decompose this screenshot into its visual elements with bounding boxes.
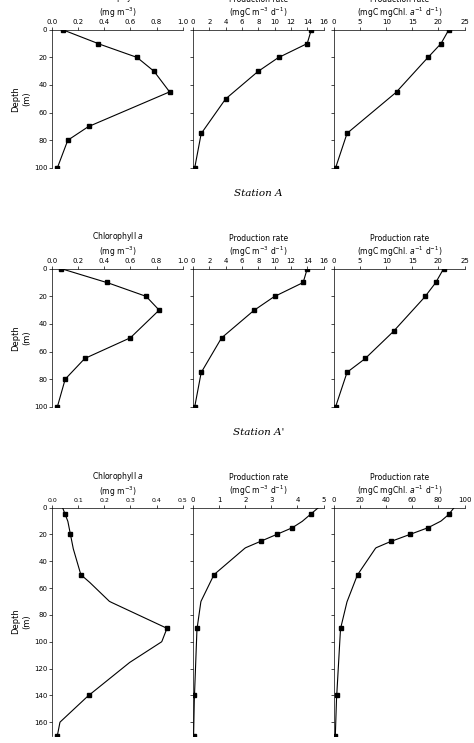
- X-axis label: Chlorophyll $a$
(mg m$^{-3}$): Chlorophyll $a$ (mg m$^{-3}$): [91, 470, 143, 499]
- X-axis label: Production rate
(mgC mgChl. $a^{-1}$ d$^{-1}$): Production rate (mgC mgChl. $a^{-1}$ d$^…: [356, 473, 442, 498]
- X-axis label: Production rate
(mgC m$^{-3}$ d$^{-1}$): Production rate (mgC m$^{-3}$ d$^{-1}$): [229, 233, 288, 259]
- X-axis label: Production rate
(mgC m$^{-3}$ d$^{-1}$): Production rate (mgC m$^{-3}$ d$^{-1}$): [229, 0, 288, 20]
- Y-axis label: Depth
(m): Depth (m): [11, 325, 31, 351]
- X-axis label: Chlorophyll $a$
(mg m$^{-3}$): Chlorophyll $a$ (mg m$^{-3}$): [91, 230, 143, 259]
- Text: Station A': Station A': [233, 427, 284, 437]
- X-axis label: Production rate
(mgC mgChl. $a^{-1}$ d$^{-1}$): Production rate (mgC mgChl. $a^{-1}$ d$^…: [356, 233, 442, 259]
- X-axis label: Production rate
(mgC mgChl. $a^{-1}$ d$^{-1}$): Production rate (mgC mgChl. $a^{-1}$ d$^…: [356, 0, 442, 20]
- Y-axis label: Depth
(m): Depth (m): [11, 609, 31, 635]
- X-axis label: Production rate
(mgC m$^{-3}$ d$^{-1}$): Production rate (mgC m$^{-3}$ d$^{-1}$): [229, 473, 288, 498]
- X-axis label: Chlorophyll $a$
(mg m$^{-3}$): Chlorophyll $a$ (mg m$^{-3}$): [91, 0, 143, 20]
- Y-axis label: Depth
(m): Depth (m): [11, 86, 31, 111]
- Text: Station A: Station A: [234, 189, 283, 198]
